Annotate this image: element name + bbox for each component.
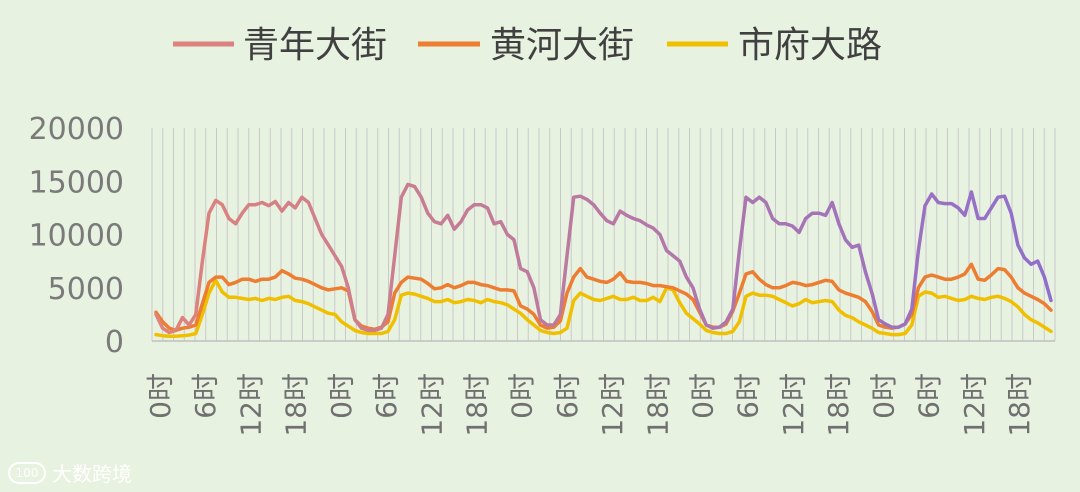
x-tick-label: 12时 (958, 373, 991, 437)
y-tick-label: 20000 (29, 112, 124, 147)
x-tick-label: 6时 (551, 373, 584, 419)
watermark-logo: 100 (8, 461, 46, 484)
legend-item: 市府大路 (667, 25, 882, 66)
series-line (154, 278, 1053, 338)
legend-label: 黄河大街 (490, 25, 634, 66)
x-tick-label: 6时 (913, 373, 946, 419)
y-tick-label: 5000 (48, 272, 124, 307)
x-tick-label: 12时 (234, 373, 267, 437)
watermark-label: 大数跨境 (52, 462, 132, 486)
x-tick-label: 18时 (641, 373, 674, 437)
x-tick-label: 12时 (415, 373, 448, 437)
legend: 青年大街 黄河大街 市府大路 (173, 25, 882, 66)
x-tick-label: 18时 (460, 373, 493, 437)
y-tick-label: 15000 (29, 165, 124, 200)
series-lines (154, 182, 1053, 338)
x-tick-label: 6时 (189, 373, 222, 419)
x-axis: 0时 6时 12时 18时 0时 6时 12时 18时 0时 6时 12时 18时 0时 6时 12时 18时… (144, 373, 1036, 437)
x-tick-label: 18时 (822, 373, 855, 437)
x-tick-label: 0时 (325, 373, 358, 419)
x-tick-label: 12时 (596, 373, 629, 437)
x-tick-label: 18时 (1003, 373, 1036, 437)
x-tick-label: 6时 (732, 373, 765, 419)
x-tick-label: 18时 (280, 373, 313, 437)
x-tick-label: 0时 (144, 373, 177, 419)
series-line (154, 182, 1053, 335)
y-tick-label: 10000 (29, 219, 124, 254)
x-tick-label: 6时 (370, 373, 403, 419)
x-tick-label: 0时 (867, 373, 900, 419)
legend-label: 市府大路 (738, 25, 882, 66)
x-tick-label: 0时 (506, 373, 539, 419)
x-tick-label: 0时 (687, 373, 720, 419)
watermark: 100 大数跨境 (8, 458, 132, 487)
legend-item: 黄河大街 (418, 25, 634, 66)
y-tick-label: 0 (105, 325, 124, 360)
gridlines (151, 128, 1056, 342)
y-axis: 0 5000 10000 15000 20000 (29, 112, 124, 360)
legend-label: 青年大街 (243, 25, 387, 66)
legend-item: 青年大街 (173, 25, 387, 66)
x-tick-label: 12时 (777, 373, 810, 437)
